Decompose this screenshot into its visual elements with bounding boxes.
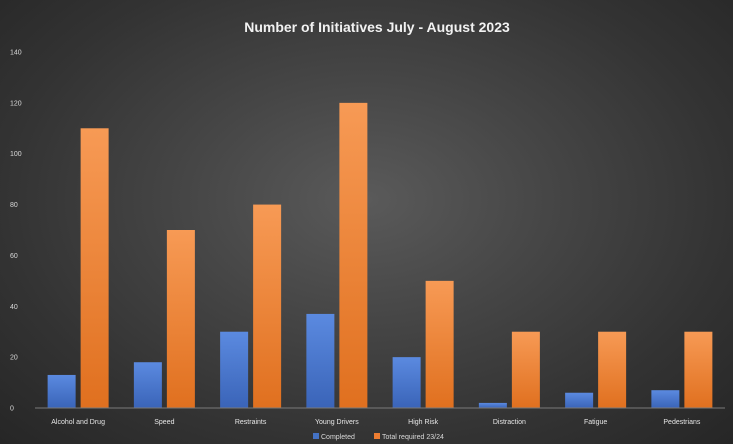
legend-swatch-completed (313, 433, 319, 439)
x-tick-label: Distraction (493, 419, 526, 426)
legend-label: Total required 23/24 (382, 434, 444, 441)
chart-title: Number of Initiatives July - August 2023 (244, 19, 510, 35)
bar-completed-1 (47, 374, 76, 408)
y-tick-label: 60 (10, 253, 18, 260)
bar-total-required-2 (166, 230, 195, 408)
x-tick-label: Pedestrians (663, 419, 700, 426)
bar-total-required-7 (598, 331, 627, 408)
bar-total-required-4 (339, 102, 368, 408)
x-tick-label: Alcohol and Drug (51, 419, 105, 426)
bar-total-required-6 (511, 331, 540, 408)
x-tick-label: Restraints (235, 419, 267, 426)
x-tick-label: Fatigue (584, 419, 607, 426)
bar-total-required-3 (253, 204, 282, 408)
y-tick-label: 120 (10, 100, 22, 107)
legend: Completed Total required 23/24 (313, 433, 444, 441)
x-axis-labels: Alcohol and Drug Speed Restraints Young Dri… (51, 419, 701, 426)
bar-completed-5 (392, 357, 421, 408)
y-tick-label: 40 (10, 304, 18, 311)
bar-total-required-5 (425, 280, 454, 408)
x-tick-label: Speed (154, 419, 174, 426)
bar-completed-6 (478, 402, 507, 408)
bar-completed-7 (565, 392, 594, 408)
legend-swatch-total-required (374, 433, 380, 439)
y-tick-label: 20 (10, 355, 18, 362)
x-tick-label: Young Drivers (315, 419, 359, 426)
bar-completed-8 (651, 390, 680, 408)
y-axis-ticks: 0 20 40 60 80 100 120 140 (10, 50, 22, 413)
x-tick-label: High Risk (408, 419, 438, 426)
bar-completed-2 (133, 362, 162, 408)
y-tick-label: 0 (10, 406, 14, 413)
bar-total-required-1 (80, 128, 109, 409)
bars (47, 102, 713, 409)
bar-total-required-8 (684, 331, 713, 408)
bar-completed-3 (220, 331, 249, 408)
y-tick-label: 80 (10, 202, 18, 209)
y-tick-label: 100 (10, 151, 22, 158)
y-tick-label: 140 (10, 50, 22, 57)
legend-label: Completed (321, 434, 355, 441)
bar-completed-4 (306, 313, 335, 408)
